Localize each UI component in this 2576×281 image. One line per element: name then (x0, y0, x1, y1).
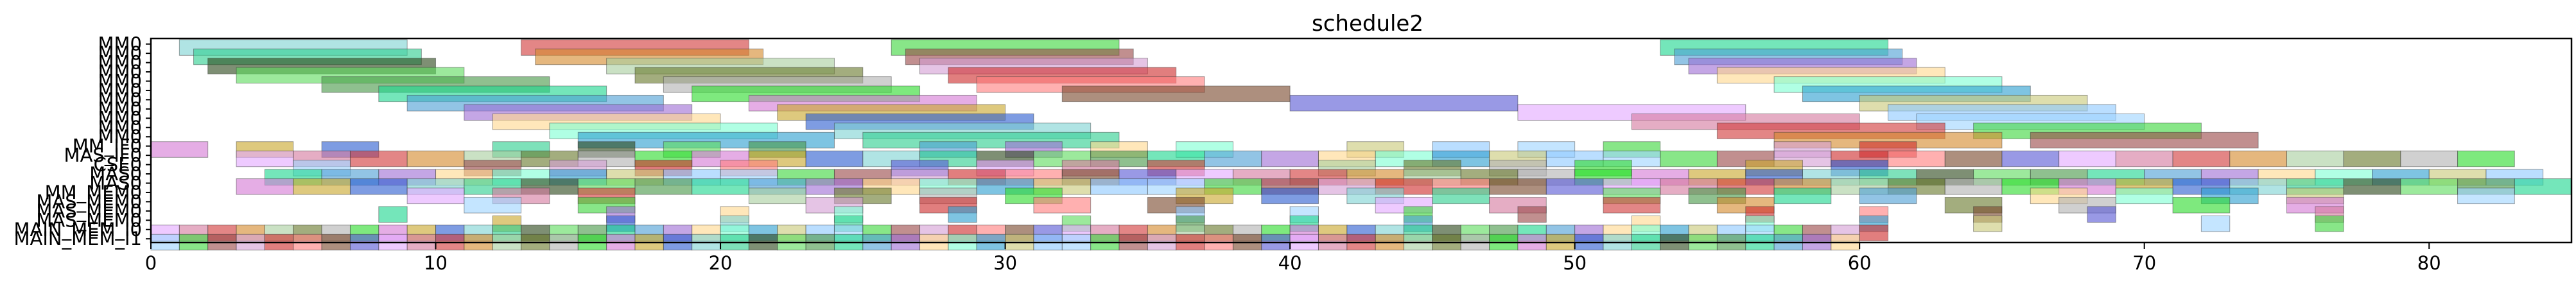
gantt-bar-178 (1489, 178, 1547, 195)
gantt-bar-186 (1944, 178, 2003, 195)
x-tick-label: 70 (2132, 252, 2156, 274)
y-tick-label: MAIN_MEM_I0 (14, 219, 142, 241)
x-tick-label: 30 (993, 252, 1017, 274)
gantt-bar-92 (2001, 150, 2060, 167)
gantt-bar-235 (948, 206, 977, 223)
gantt-bar-217 (464, 196, 522, 214)
gantt-bar-43 (2030, 132, 2259, 149)
gantt-bar-243 (2087, 206, 2116, 223)
x-tick-label: 50 (1563, 252, 1587, 274)
gantt-bar-94 (2115, 150, 2173, 167)
x-tick-label: 40 (1278, 252, 1302, 274)
gantt-bar-213 (2115, 187, 2173, 205)
gantt-bar-163 (634, 178, 693, 195)
bars-layer (150, 39, 2572, 251)
gantt-bar-79 (1261, 150, 1319, 167)
y-tick-label: MM0 (98, 107, 143, 129)
gantt-bar-216 (2457, 187, 2515, 205)
gantt-bar-63 (349, 150, 408, 167)
gantt-bar-319 (1859, 225, 1889, 241)
gantt-bar-26 (1289, 94, 1519, 112)
chart-title: schedule2 (1312, 11, 1423, 37)
y-tick-label: MAS0 (89, 172, 142, 194)
x-axis: 0 10 20 30 40 50 60 70 80 (145, 243, 2441, 274)
gantt-bar-44 (150, 141, 209, 158)
x-tick-label: 60 (1848, 252, 1872, 274)
gantt-bar-157 (293, 178, 351, 195)
gantt-bar-231 (378, 206, 408, 223)
y-tick-label: MAS_MEM0 (36, 200, 142, 222)
gantt-bar-64 (406, 150, 465, 167)
gantt-bar-71 (805, 150, 864, 167)
gantt-bar-22 (1061, 85, 1291, 103)
gantt-bar-61 (236, 150, 294, 167)
gantt-bar-97 (2286, 150, 2344, 167)
gantt-bar-164 (692, 178, 749, 195)
gantt-bar-194 (2400, 178, 2459, 195)
gantt-bar-207 (1432, 187, 1490, 205)
y-tick-label: CSE0 (94, 154, 142, 176)
gantt-bar-156 (236, 178, 294, 195)
x-tick-label: 10 (424, 252, 448, 274)
y-tick-label: MAS0 (89, 163, 142, 185)
y-tick-label: MAS_IF0 (64, 144, 142, 166)
gantt-bar-95 (2172, 150, 2231, 167)
gantt-bar-221 (1033, 196, 1092, 214)
gantt-bar-256 (1973, 215, 2003, 232)
gantt-bar-179 (1545, 178, 1604, 195)
y-tick-label: MAS_MEM0 (36, 191, 142, 212)
gantt-bar-205 (1261, 187, 1319, 205)
gantt-bar-229 (2172, 196, 2231, 214)
y-tick-label: MM0 (98, 33, 143, 55)
y-tick-label: MAIN_MEM_I1 (14, 228, 142, 250)
gantt-bar-211 (1859, 187, 1917, 205)
gantt-bar-210 (1773, 187, 1832, 205)
gantt-bar-225 (1603, 196, 1661, 214)
gantt-bar-239 (1517, 206, 1547, 223)
gantt-bar-197 (406, 187, 465, 205)
x-tick-label: 0 (145, 252, 157, 274)
gantt-bar-91 (1944, 150, 2003, 167)
x-tick-label: 20 (709, 252, 733, 274)
y-tick-label: MM_IF0 (73, 135, 142, 157)
gantt-bar-171 (1090, 178, 1148, 195)
gantt-bar-200 (748, 187, 806, 205)
y-tick-label: MM0 (98, 89, 143, 110)
y-tick-label: MM_MEM0 (45, 182, 142, 203)
gantt-bar-258 (2315, 215, 2344, 232)
gantt-bar-158 (349, 178, 408, 195)
y-tick-label: MM0 (98, 70, 143, 92)
y-tick-label: MAS_MEM0 (36, 209, 142, 231)
gantt-bar-86 (1660, 150, 1718, 167)
y-tick-label: MM0 (98, 42, 143, 64)
y-tick-label: MM0 (98, 52, 143, 74)
y-tick-label: MM0 (98, 98, 143, 120)
gantt-bar-96 (2229, 150, 2287, 167)
gantt-bar-193 (2343, 178, 2401, 195)
gantt-bar-100 (2457, 150, 2515, 167)
y-tick-label: MM0 (98, 61, 143, 83)
gantt-bar-98 (2343, 150, 2401, 167)
gantt-bar-257 (2200, 215, 2231, 232)
gantt-bar-78 (1204, 150, 1262, 167)
gantt-bar-196 (2514, 178, 2572, 195)
gantt-bar-93 (2058, 150, 2116, 167)
y-tick-label: MM0 (98, 126, 143, 148)
gantt-bar-90 (1888, 150, 1945, 167)
gantt-bar-99 (2400, 150, 2459, 167)
gantt-bar-41 (862, 132, 1120, 149)
y-tick-labels: MM0MM0MM0MM0MM0MM0MM0MM0MM0MM0MM0MM_IF0M… (14, 33, 151, 250)
x-tick-label: 80 (2417, 252, 2441, 274)
y-tick-label: MM0 (98, 117, 143, 139)
plot-frame (150, 37, 2573, 244)
y-tick-label: MM0 (98, 80, 143, 101)
